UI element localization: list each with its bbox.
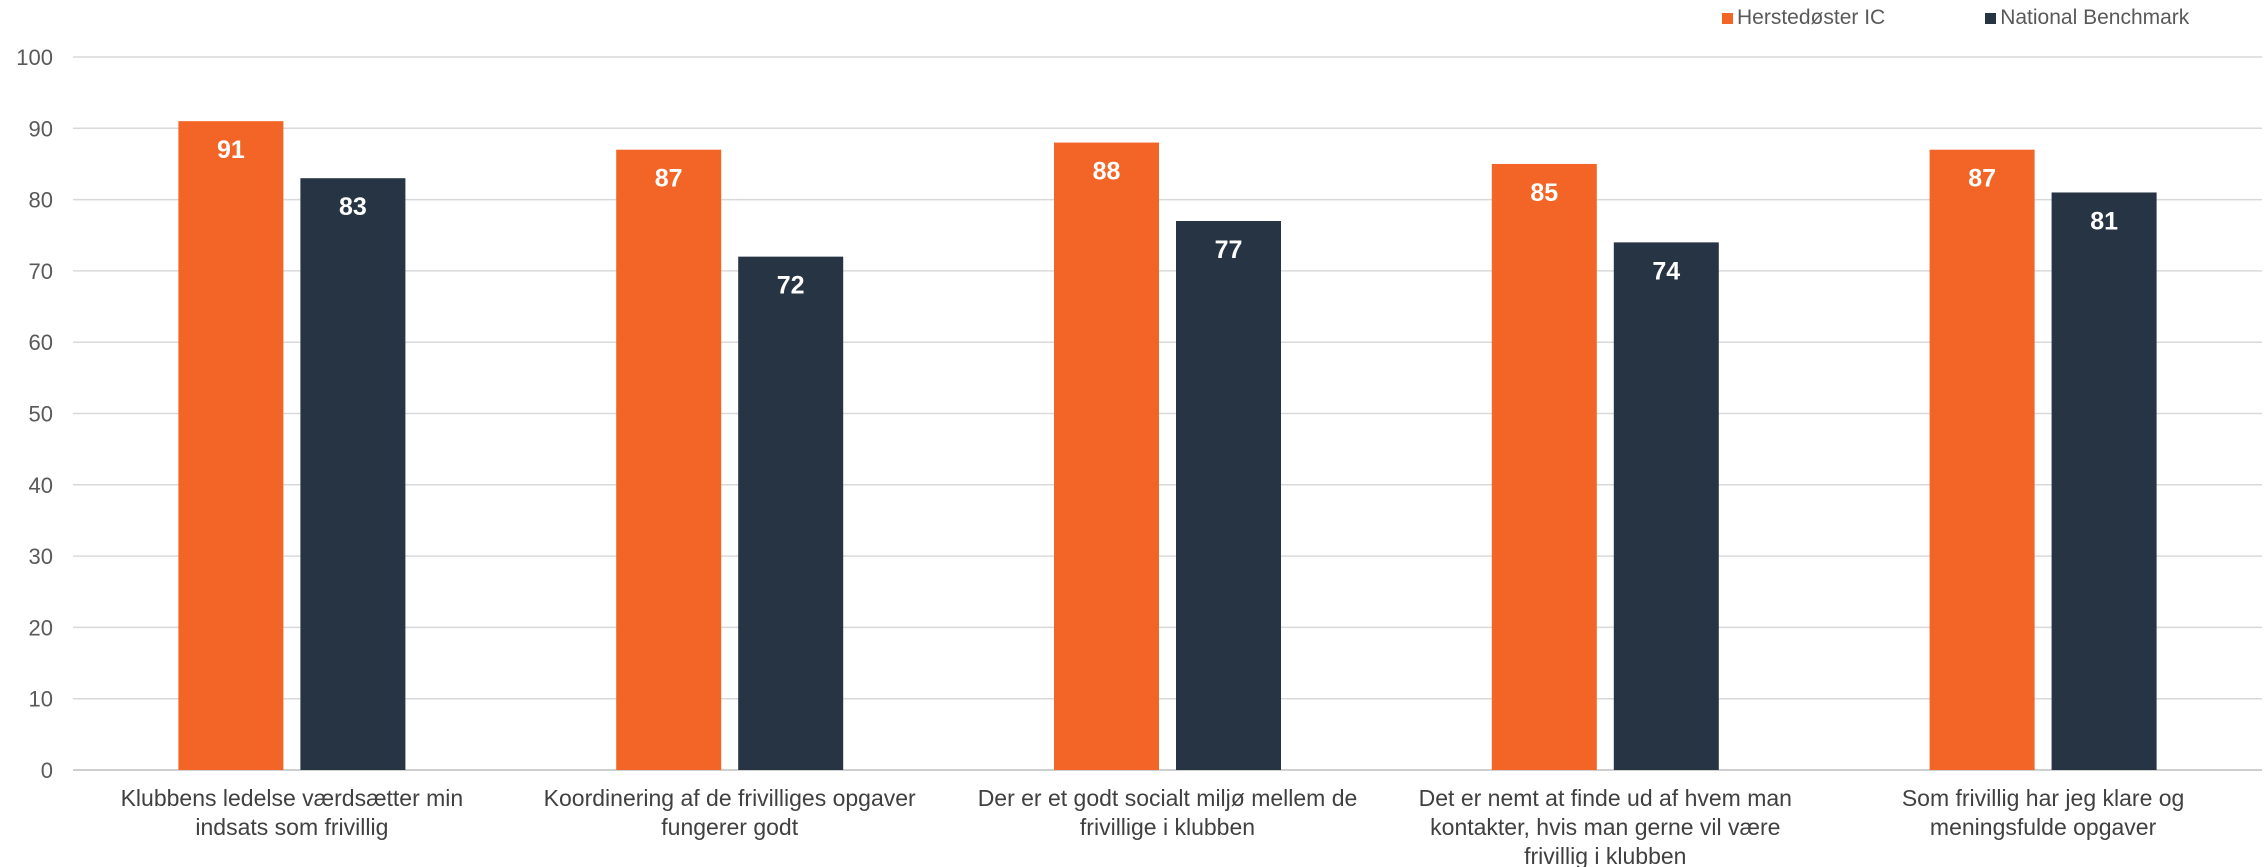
bar-series-1-cat-2 [616, 149, 722, 770]
y-tick-label-90: 90 [29, 116, 53, 141]
bar-series-1-cat-4 [1491, 163, 1597, 770]
bar-series-1-cat-1 [178, 121, 284, 771]
y-tick-label-100: 100 [16, 45, 53, 70]
bar-series-2-cat-4 [1613, 242, 1719, 770]
x-tick-label-4: Det er nemt at finde ud af hvem man konta… [1419, 785, 1792, 867]
x-tick-label-1: Klubbens ledelse værdsætter min indsats s… [121, 785, 464, 840]
legend-item-series-1: Herstedøster IC [1722, 6, 1885, 30]
data-label-series-2-cat-2: 72 [777, 272, 805, 300]
legend-label-series-1: Herstedøster IC [1737, 6, 1886, 29]
data-label-series-2-cat-3: 77 [1215, 236, 1243, 264]
y-tick-label-70: 70 [29, 259, 53, 284]
data-label-series-1-cat-2: 87 [655, 165, 683, 193]
x-tick-label-3: Der er et godt socialt miljø mellem de fr… [978, 785, 1358, 840]
bar-series-2-cat-2 [738, 256, 844, 770]
y-tick-label-30: 30 [29, 544, 53, 569]
data-label-series-1-cat-4: 85 [1530, 179, 1558, 207]
y-tick-label-0: 0 [41, 758, 53, 783]
y-tick-label-60: 60 [29, 330, 53, 355]
data-label-series-1-cat-3: 88 [1093, 158, 1121, 186]
bar-series-1-cat-3 [1054, 142, 1159, 770]
y-tick-label-80: 80 [29, 188, 53, 213]
legend-swatch-series-1 [1722, 12, 1733, 24]
y-tick-label-10: 10 [29, 687, 53, 712]
data-label-series-2-cat-5: 81 [2090, 207, 2118, 235]
data-label-series-1-cat-5: 87 [1968, 165, 1996, 193]
legend-label-series-2: National Benchmark [2000, 6, 2190, 29]
y-tick-label-50: 50 [29, 402, 53, 427]
x-tick-label-5: Som frivillig har jeg klare og meningsful… [1902, 785, 2185, 840]
legend-swatch-series-2 [1985, 12, 1997, 24]
y-tick-label-20: 20 [29, 615, 53, 640]
data-label-series-2-cat-1: 83 [339, 193, 367, 221]
bar-series-2-cat-1 [300, 178, 406, 770]
x-tick-label-2: Koordinering af de frivilliges opgaver fu… [544, 785, 916, 840]
data-label-series-1-cat-1: 91 [217, 136, 245, 164]
bar-series-2-cat-5 [2051, 192, 2157, 771]
bar-series-1-cat-5 [1929, 149, 2035, 770]
bar-series-2-cat-3 [1176, 220, 1281, 771]
legend: Herstedøster IC National Benchmark [1722, 6, 2189, 30]
legend-item-series-2: National Benchmark [1985, 6, 2189, 30]
data-label-series-2-cat-4: 74 [1652, 257, 1680, 285]
y-tick-label-40: 40 [29, 473, 53, 498]
